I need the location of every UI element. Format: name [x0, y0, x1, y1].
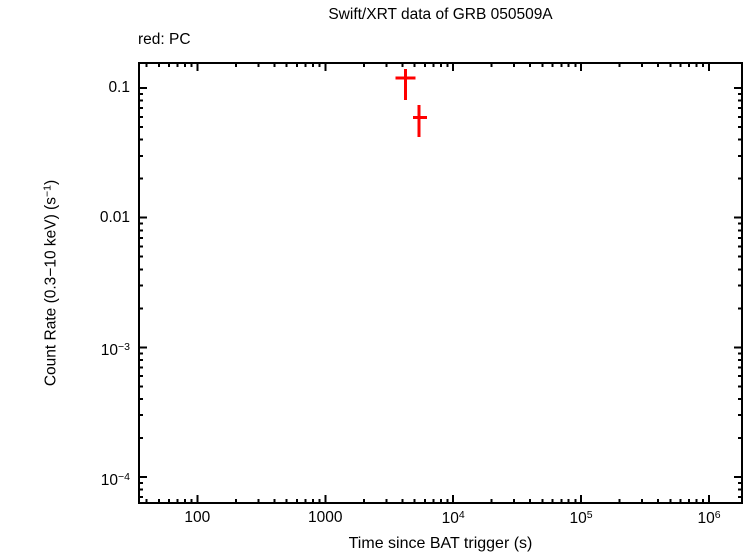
tick-label-superscript: 6 [714, 509, 721, 521]
y-tick-label: 0.01 [99, 208, 130, 226]
plot-frame [138, 62, 743, 504]
x-tick-label: 106 [697, 509, 721, 527]
x-tick-label: 104 [441, 509, 465, 527]
y-tick-label: 10−3 [100, 341, 130, 360]
tick-label-superscript: 4 [458, 509, 465, 521]
y-axis-label-text: Count Rate (0.3−10 keV) (s [42, 197, 60, 387]
tick-label-superscript: −3 [118, 341, 130, 354]
y-axis-label-superscript: −1 [41, 185, 54, 198]
x-axis-label: Time since BAT trigger (s) [348, 535, 533, 552]
chart-title: Swift/XRT data of GRB 050509A [328, 6, 553, 23]
y-tick-label: 10−4 [100, 470, 130, 489]
tick-label-superscript: −4 [118, 470, 130, 483]
tick-label-superscript: 5 [586, 509, 593, 521]
y-axis-label-close: ) [42, 179, 60, 186]
x-tick-label: 1000 [308, 509, 343, 526]
mode-label: red: PC [138, 31, 191, 48]
y-tick-label: 0.1 [108, 79, 130, 97]
x-tick-label: 100 [184, 509, 211, 526]
y-axis-label: Count Rate (0.3−10 keV) (s−1) [42, 180, 61, 386]
x-tick-label: 105 [569, 509, 593, 527]
